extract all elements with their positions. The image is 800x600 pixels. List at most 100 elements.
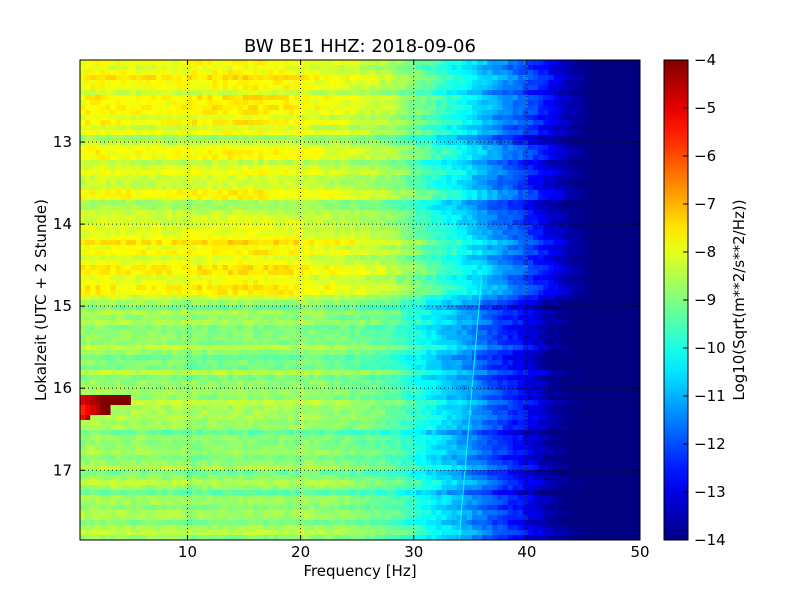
heatmap-cell xyxy=(405,220,412,226)
heatmap-cell xyxy=(192,220,198,226)
heatmap-cell xyxy=(197,130,203,136)
heatmap-cell xyxy=(186,240,193,246)
heatmap-cell xyxy=(614,235,621,241)
heatmap-cell xyxy=(492,240,499,246)
heatmap-cell xyxy=(594,225,600,231)
heatmap-cell xyxy=(237,185,244,191)
heatmap-cell xyxy=(151,240,157,246)
heatmap-cell xyxy=(395,110,402,116)
heatmap-cell xyxy=(197,175,203,181)
heatmap-cell xyxy=(395,85,402,91)
heatmap-cell xyxy=(110,180,117,186)
heatmap-cell xyxy=(217,100,224,106)
heatmap-cell xyxy=(528,115,534,121)
heatmap-cell xyxy=(339,155,346,161)
heatmap-cell xyxy=(186,65,193,71)
heatmap-cell xyxy=(502,225,509,231)
heatmap-cell xyxy=(253,205,259,211)
heatmap-cell xyxy=(242,235,249,241)
heatmap-cell xyxy=(207,250,213,256)
heatmap-cell xyxy=(212,130,219,136)
heatmap-cell xyxy=(492,70,499,76)
heatmap-cell xyxy=(324,185,331,191)
heatmap-cell xyxy=(492,155,499,161)
heatmap-cell xyxy=(599,190,605,196)
heatmap-cell xyxy=(298,220,305,226)
heatmap-cell xyxy=(115,235,122,241)
heatmap-cell xyxy=(136,150,142,156)
heatmap-cell xyxy=(273,160,280,166)
heatmap-cell xyxy=(192,100,198,106)
heatmap-cell xyxy=(110,60,117,66)
heatmap-cell xyxy=(543,180,549,186)
heatmap-cell xyxy=(248,60,254,66)
heatmap-cell xyxy=(380,110,387,116)
heatmap-cell xyxy=(365,100,371,106)
heatmap-cell xyxy=(421,190,427,196)
heatmap-cell xyxy=(258,150,264,156)
heatmap-cell xyxy=(304,200,310,206)
heatmap-cell xyxy=(405,200,412,206)
heatmap-cell xyxy=(426,200,432,206)
heatmap-cell xyxy=(624,150,631,156)
heatmap-cell xyxy=(314,140,320,146)
heatmap-cell xyxy=(395,90,402,96)
heatmap-cell xyxy=(395,175,402,181)
heatmap-cell xyxy=(329,120,336,126)
heatmap-cell xyxy=(186,175,193,181)
heatmap-cell xyxy=(395,240,402,246)
heatmap-cell xyxy=(248,165,254,171)
heatmap-cell xyxy=(298,225,305,231)
heatmap-cell xyxy=(395,260,402,266)
heatmap-cell xyxy=(558,120,565,126)
heatmap-cell xyxy=(578,235,585,241)
heatmap-cell xyxy=(120,200,127,206)
heatmap-cell xyxy=(100,185,107,191)
heatmap-cell xyxy=(329,110,336,116)
heatmap-cell xyxy=(604,165,611,171)
heatmap-cell xyxy=(589,105,595,111)
heatmap-cell xyxy=(293,125,300,131)
heatmap-cell xyxy=(293,210,300,216)
heatmap-cell xyxy=(100,190,107,196)
heatmap-cell xyxy=(85,95,91,101)
heatmap-cell xyxy=(146,135,152,141)
heatmap-cell xyxy=(263,140,269,146)
heatmap-cell xyxy=(80,260,86,266)
heatmap-cell xyxy=(533,140,539,146)
heatmap-cell xyxy=(146,280,152,286)
heatmap-cell xyxy=(100,220,107,226)
heatmap-cell xyxy=(390,160,397,166)
heatmap-cell xyxy=(186,60,193,66)
heatmap-cell xyxy=(380,130,387,136)
heatmap-cell xyxy=(105,245,112,251)
heatmap-cell xyxy=(237,135,244,141)
heatmap-cell xyxy=(207,190,213,196)
heatmap-cell xyxy=(431,280,437,286)
heatmap-cell xyxy=(314,110,320,116)
heatmap-cell xyxy=(141,245,147,251)
heatmap-cell xyxy=(232,65,239,71)
heatmap-cell xyxy=(110,245,117,251)
heatmap-cell xyxy=(375,270,381,276)
heatmap-cell xyxy=(619,120,626,126)
heatmap-cell xyxy=(166,270,173,276)
heatmap-cell xyxy=(502,265,509,271)
heatmap-cell xyxy=(502,280,509,286)
heatmap-cell xyxy=(334,65,341,71)
heatmap-cell xyxy=(329,60,336,66)
heatmap-cell xyxy=(360,145,366,151)
heatmap-cell xyxy=(192,265,198,271)
heatmap-cell xyxy=(268,60,275,66)
heatmap-cell xyxy=(324,190,331,196)
heatmap-cell xyxy=(217,210,224,216)
heatmap-cell xyxy=(161,285,168,291)
heatmap-cell xyxy=(543,95,549,101)
heatmap-cell xyxy=(370,120,376,126)
heatmap-cell xyxy=(192,160,198,166)
heatmap-cell xyxy=(166,150,173,156)
heatmap-cell xyxy=(390,120,397,126)
heatmap-cell xyxy=(237,140,244,146)
heatmap-cell xyxy=(80,80,86,86)
heatmap-cell xyxy=(258,255,264,261)
